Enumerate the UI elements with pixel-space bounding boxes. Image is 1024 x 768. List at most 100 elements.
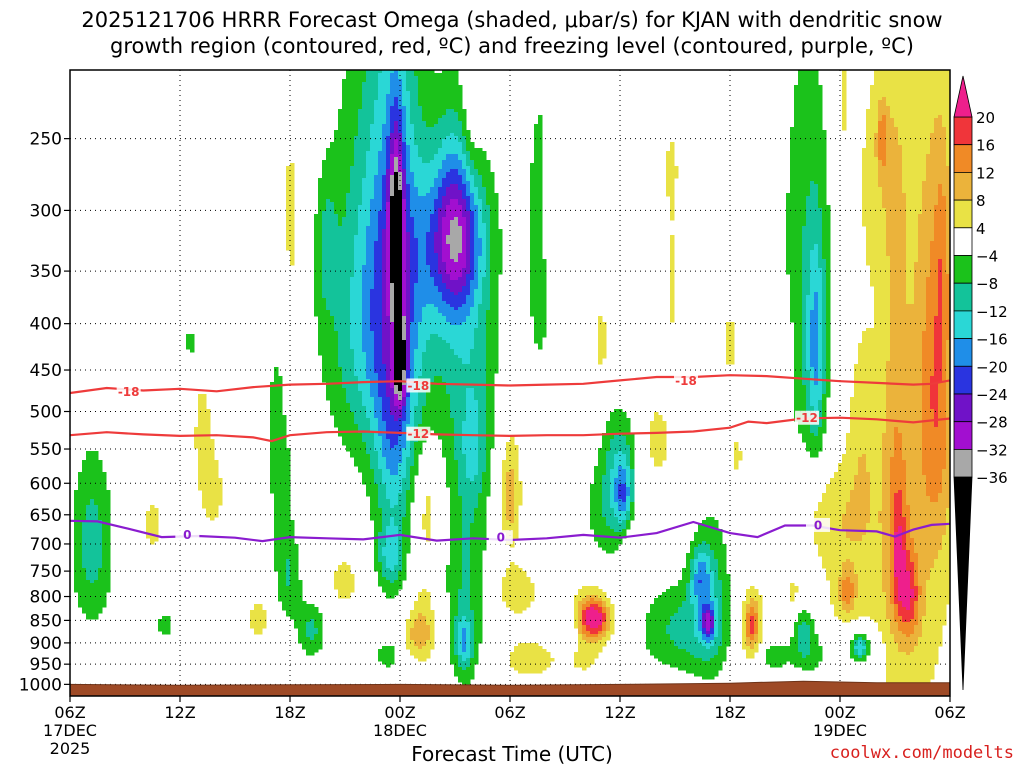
- omega-cell: [386, 295, 391, 299]
- omega-cell: [926, 589, 950, 593]
- omega-cell: [402, 175, 407, 179]
- omega-cell: [466, 148, 483, 152]
- omega-cell: [402, 211, 407, 215]
- omega-cell: [842, 112, 847, 116]
- omega-cell: [402, 304, 407, 308]
- omega-cell: [666, 169, 679, 173]
- omega-cell: [870, 514, 879, 518]
- omega-cell: [486, 319, 499, 323]
- omega-cell: [850, 400, 887, 404]
- omega-cell: [822, 244, 831, 248]
- omega-cell: [322, 286, 351, 290]
- omega-cell: [374, 181, 383, 185]
- omega-cell: [406, 460, 415, 464]
- omega-cell: [910, 559, 919, 563]
- omega-cell: [318, 328, 335, 332]
- omega-cell: [862, 157, 879, 161]
- omega-cell: [462, 229, 467, 233]
- omega-cell: [670, 217, 675, 221]
- omega-cell: [818, 373, 823, 377]
- omega-cell: [734, 460, 739, 464]
- omega-cell: [442, 205, 447, 209]
- omega-cell: [74, 577, 87, 581]
- omega-cell: [474, 262, 479, 266]
- omega-cell: [670, 256, 675, 260]
- omega-cell: [322, 277, 351, 281]
- omega-cell: [386, 382, 391, 386]
- omega-cell: [270, 445, 287, 449]
- omega-cell: [878, 103, 887, 107]
- omega-cell: [846, 511, 871, 515]
- omega-cell: [422, 313, 443, 317]
- omega-cell: [414, 445, 423, 449]
- omega-cell: [482, 481, 491, 485]
- omega-cell: [842, 106, 847, 110]
- omega-cell: [390, 328, 395, 332]
- omega-cell: [362, 439, 375, 443]
- omega-cell: [482, 301, 491, 305]
- omega-cell: [366, 490, 379, 494]
- omega-cell: [906, 244, 919, 248]
- omega-cell: [878, 517, 891, 521]
- omega-cell: [414, 442, 423, 446]
- omega-cell: [818, 325, 823, 329]
- omega-cell: [930, 274, 939, 278]
- omega-cell: [374, 529, 383, 533]
- omega-cell: [350, 175, 367, 179]
- omega-cell: [842, 457, 859, 461]
- omega-cell: [322, 244, 355, 248]
- omega-cell: [934, 337, 943, 341]
- omega-cell: [414, 376, 419, 380]
- omega-cell: [410, 268, 419, 272]
- omega-cell: [406, 181, 415, 185]
- omega-cell: [686, 556, 695, 560]
- omega-cell: [466, 208, 471, 212]
- omega-cell: [74, 562, 83, 566]
- omega-cell: [450, 547, 463, 551]
- omega-cell: [590, 520, 607, 524]
- omega-cell: [670, 196, 675, 200]
- omega-cell: [894, 499, 903, 503]
- omega-cell: [470, 262, 475, 266]
- omega-cell: [694, 580, 699, 584]
- omega-cell: [790, 304, 803, 308]
- omega-cell: [918, 583, 927, 587]
- omega-cell: [826, 355, 831, 359]
- omega-cell: [358, 205, 371, 209]
- omega-cell: [942, 187, 950, 191]
- omega-cell: [914, 592, 919, 596]
- omega-cell: [922, 415, 935, 419]
- omega-cell: [530, 166, 543, 170]
- omega-cell: [470, 577, 483, 581]
- omega-cell: [418, 241, 427, 245]
- omega-cell: [910, 520, 947, 524]
- omega-cell: [670, 304, 675, 308]
- omega-cell: [602, 442, 611, 446]
- omega-cell: [450, 250, 463, 254]
- omega-cell: [598, 334, 607, 338]
- omega-cell: [450, 226, 463, 230]
- omega-cell: [402, 325, 407, 329]
- omega-cell: [502, 583, 535, 587]
- omega-cell: [370, 505, 379, 509]
- omega-cell: [458, 118, 467, 122]
- omega-cell: [810, 394, 823, 398]
- omega-cell: [866, 121, 879, 125]
- omega-cell: [398, 574, 407, 578]
- omega-cell: [890, 496, 895, 500]
- omega-cell: [354, 457, 371, 461]
- omega-cell: [382, 295, 387, 299]
- omega-cell: [402, 178, 407, 182]
- omega-cell: [822, 373, 827, 377]
- omega-cell: [894, 508, 903, 512]
- omega-cell: [418, 259, 427, 263]
- omega-cell: [590, 499, 603, 503]
- omega-cell: [826, 271, 831, 275]
- omega-cell: [390, 148, 395, 152]
- omega-cell: [390, 316, 395, 320]
- omega-cell: [890, 508, 895, 512]
- omega-cell: [402, 400, 407, 404]
- omega-cell: [286, 571, 291, 575]
- omega-cell: [270, 433, 287, 437]
- omega-cell: [714, 574, 719, 578]
